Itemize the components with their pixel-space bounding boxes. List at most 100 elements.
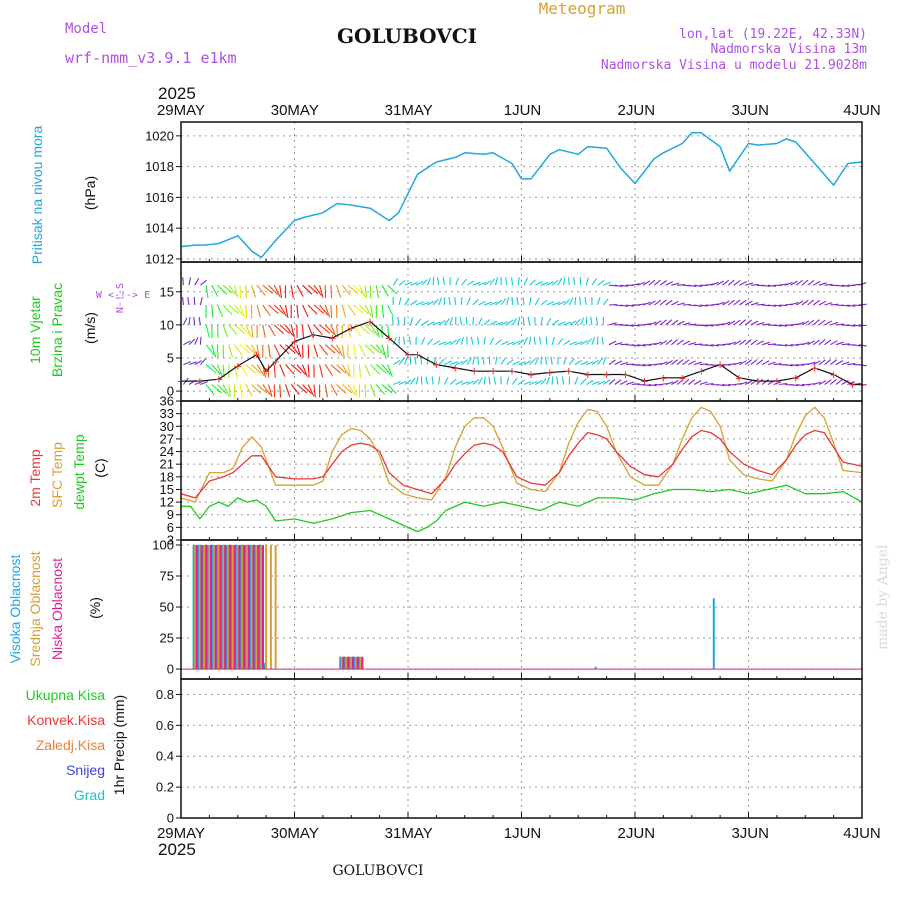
- temperature-ytick-4: 15: [160, 482, 174, 497]
- wind-arrow: [506, 319, 514, 326]
- wind-arrow: [187, 297, 190, 306]
- wind-arrow: [705, 324, 714, 327]
- wind-arrow: [711, 344, 720, 347]
- temperature-ytick-5: 18: [160, 469, 174, 484]
- model-value: wrf-nmm_v3.9.1 e1km: [65, 49, 237, 67]
- wind-arrow: [517, 277, 520, 286]
- wind-arrow: [488, 376, 491, 385]
- cloud-bar-1: [359, 656, 362, 670]
- wind-arrow: [506, 376, 510, 385]
- wind-arrow: [761, 379, 769, 385]
- wind-arrow: [307, 344, 310, 358]
- wind-arrow: [188, 338, 196, 346]
- wind-arrow: [233, 304, 244, 316]
- wind-arrow: [591, 359, 600, 366]
- cloud-bar-2: [356, 656, 359, 670]
- wind-arrow: [313, 344, 319, 358]
- wind-arrow: [567, 277, 570, 286]
- wind-arrow: [370, 324, 379, 337]
- wind-arrow: [404, 379, 412, 385]
- wind-arrow: [824, 283, 833, 286]
- wind-arrow: [523, 360, 532, 366]
- wind-arrow: [290, 344, 300, 356]
- wind-arrow: [211, 384, 223, 394]
- wind-arrow: [466, 280, 475, 286]
- wind-arrow: [595, 316, 599, 325]
- wind-arrow: [313, 284, 323, 297]
- pressure-ytick-2: 1016: [145, 190, 174, 205]
- wind-speed-marker: +: [490, 364, 497, 378]
- wind-arrow: [835, 341, 844, 346]
- wind-arrow: [460, 336, 464, 345]
- wind-arrow: [245, 304, 248, 319]
- wind-arrow: [620, 361, 629, 366]
- wind-arrow: [228, 284, 238, 296]
- wind-arrow: [506, 297, 510, 306]
- wind-speed-marker: +: [849, 377, 856, 391]
- wind-arrow: [733, 299, 741, 306]
- cloud-bar-1: [345, 656, 348, 670]
- x-tick-top-6: 4JUN: [843, 102, 881, 119]
- wind-arrow: [597, 380, 606, 386]
- wind-arrow: [580, 317, 585, 326]
- wind-arrow: [750, 302, 759, 306]
- wind-arrow: [614, 379, 622, 385]
- wind-arrow: [534, 297, 540, 306]
- wind-arrow: [568, 358, 575, 365]
- wind-arrow: [370, 384, 376, 397]
- wind-arrow: [835, 284, 844, 288]
- wind-arrow: [818, 319, 826, 326]
- wind-arrow: [347, 284, 359, 295]
- wind-arrow: [267, 384, 273, 398]
- wind-arrow: [637, 303, 646, 306]
- wind-arrow: [324, 344, 336, 354]
- wind-arrow: [665, 281, 674, 286]
- wind-arrow: [353, 344, 357, 358]
- x-tick-bottom-6: 4JUN: [843, 825, 881, 842]
- wind-arrow: [801, 341, 810, 346]
- wind-arrow: [393, 359, 401, 366]
- precip-legend-graupel: Grad: [74, 787, 105, 803]
- cloud-bar-0: [211, 545, 214, 670]
- wind-arrow: [625, 363, 635, 366]
- wind-arrow: [245, 324, 252, 337]
- cloud-bar-1: [241, 545, 244, 670]
- wind-arrow: [483, 318, 491, 326]
- wind-arrow: [585, 338, 592, 346]
- wind-speed-marker: +: [603, 368, 610, 382]
- wind-arrow: [591, 381, 600, 386]
- wind-arrow: [313, 384, 316, 398]
- temperature-ytick-8: 27: [160, 431, 174, 446]
- cloud-bar-0: [712, 598, 715, 669]
- wind-speed-marker: +: [329, 331, 336, 345]
- wind-arrow: [716, 323, 725, 326]
- cloud-bar-2: [238, 545, 241, 670]
- wind-arrow: [801, 279, 809, 286]
- cloud-bar-0: [353, 656, 356, 670]
- wind-arrow: [830, 321, 839, 326]
- wind-arrow: [205, 344, 215, 356]
- wind-legend-compass: W <-!-> E: [96, 290, 150, 301]
- wind-arrow: [324, 324, 335, 335]
- wind-arrow: [682, 340, 691, 346]
- wind-arrow: [852, 344, 861, 347]
- wind-arrow: [393, 381, 401, 386]
- wind-arrow: [830, 340, 838, 346]
- wind-arrow: [432, 298, 439, 306]
- wind-arrow: [665, 339, 673, 346]
- wind-arrow: [245, 344, 256, 355]
- wind-arrow: [569, 341, 577, 346]
- wind-arrow: [330, 344, 341, 355]
- wind-arrow: [676, 359, 684, 366]
- wind-arrow: [813, 360, 821, 366]
- wind-arrow: [739, 281, 747, 286]
- wind-arrow: [478, 317, 483, 326]
- cloud-bar-1: [198, 545, 201, 670]
- wind-arrow: [580, 378, 587, 385]
- temperature-ytick-1: 6: [167, 520, 174, 535]
- wind-arrow: [637, 364, 646, 367]
- wind-arrow: [353, 384, 358, 398]
- wind-arrow: [290, 384, 300, 395]
- wind-arrow: [569, 320, 577, 326]
- wind-arrow: [665, 299, 673, 306]
